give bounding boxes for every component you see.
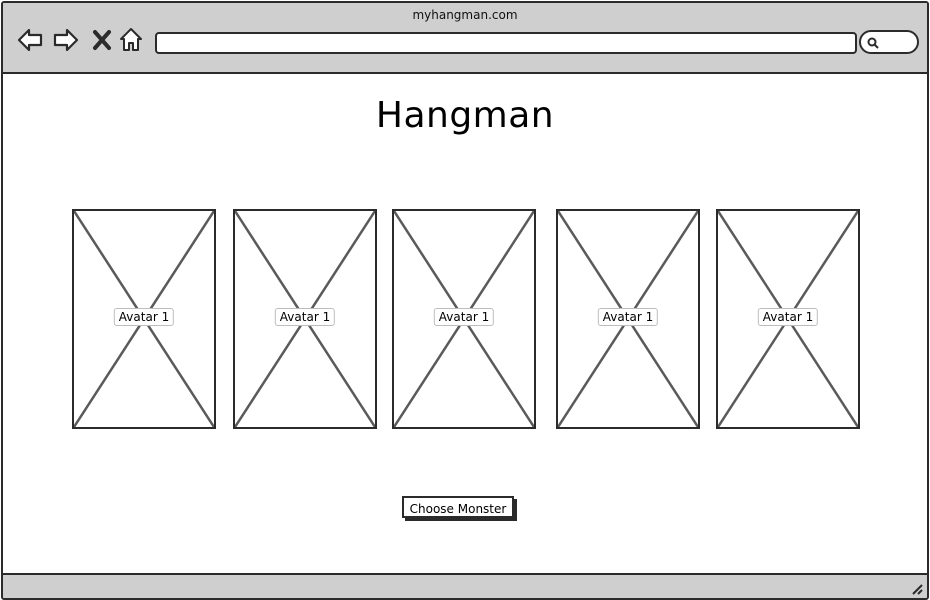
avatar-label: Avatar 1 [757, 308, 819, 326]
site-title: myhangman.com [412, 8, 518, 22]
avatar-image-3[interactable]: Avatar 1 [392, 209, 536, 429]
browser-toolbar: myhangman.com [3, 3, 927, 74]
resize-grip-icon[interactable] [909, 580, 923, 595]
search-icon [866, 35, 880, 49]
search-input[interactable] [859, 30, 919, 54]
avatar-label: Avatar 1 [274, 308, 336, 326]
close-icon[interactable] [87, 25, 117, 55]
avatar-label: Avatar 1 [113, 308, 175, 326]
address-bar[interactable] [155, 32, 857, 54]
page-title: Hangman [375, 95, 555, 136]
avatar-image-2[interactable]: Avatar 1 [233, 209, 377, 429]
status-bar [3, 573, 927, 598]
home-icon[interactable] [116, 25, 146, 55]
avatar-image-1[interactable]: Avatar 1 [72, 209, 216, 429]
avatar-image-4[interactable]: Avatar 1 [556, 209, 700, 429]
forward-icon[interactable] [51, 25, 81, 55]
avatar-image-5[interactable]: Avatar 1 [716, 209, 860, 429]
choose-monster-button[interactable]: Choose Monster [402, 496, 514, 518]
back-icon[interactable] [15, 25, 45, 55]
avatar-label: Avatar 1 [597, 308, 659, 326]
avatar-label: Avatar 1 [433, 308, 495, 326]
